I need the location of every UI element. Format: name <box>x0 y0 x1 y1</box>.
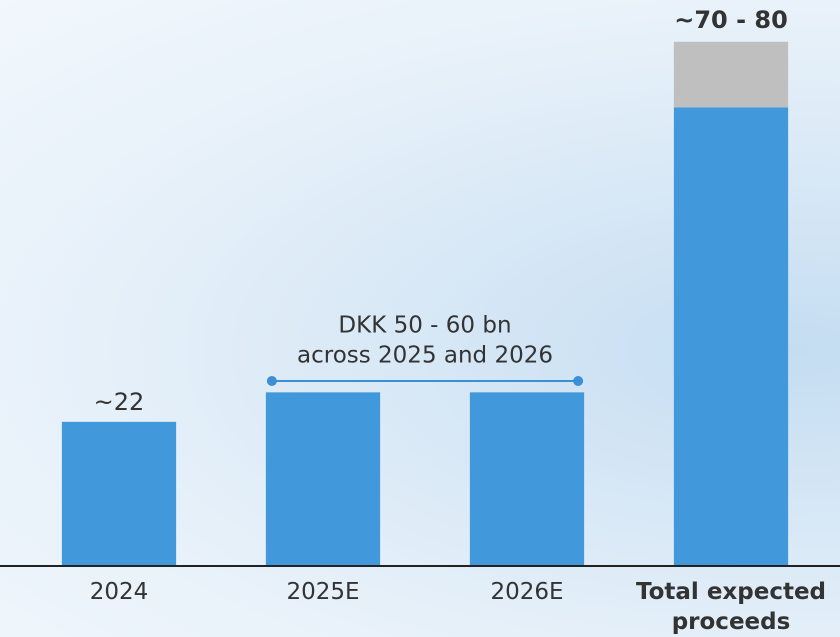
value-label: ~22 <box>94 388 145 416</box>
x-tick-label: Total expected proceeds <box>635 579 827 635</box>
bar <box>265 392 381 566</box>
bracket-end <box>266 376 277 386</box>
x-tick-label: 2026E <box>490 579 564 605</box>
bar <box>673 41 789 108</box>
annotation: across 2025 and 2026 <box>297 343 553 369</box>
annotation: DKK 50 - 60 bn <box>338 313 511 339</box>
bracket-end <box>573 376 584 386</box>
x-tick-label: 2025E <box>286 579 360 605</box>
bar <box>61 421 177 566</box>
total-label: ~70 - 80 <box>674 6 788 34</box>
bar <box>469 392 585 566</box>
bar <box>673 107 789 566</box>
x-tick-label: 2024 <box>89 579 149 605</box>
